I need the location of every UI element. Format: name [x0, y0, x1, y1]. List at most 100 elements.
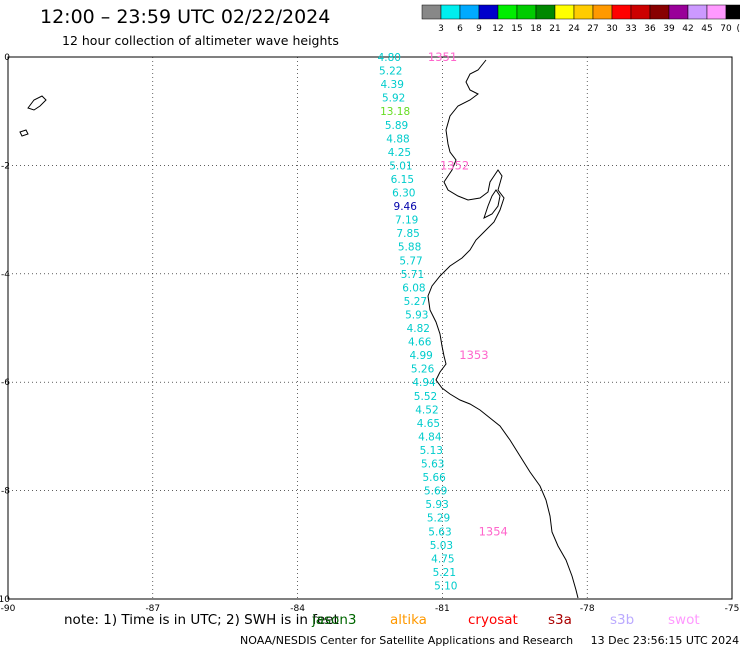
legend-label: 45	[701, 24, 712, 34]
swh-value: 5.13	[420, 445, 443, 457]
time-marker-label: 1351	[428, 50, 457, 64]
legend-label: 18	[530, 24, 542, 34]
swh-value: 4.88	[386, 133, 409, 145]
legend-swatch	[592, 4, 613, 20]
x-tick-label: -90	[1, 604, 16, 614]
coastline-mainland	[427, 59, 579, 599]
swh-value: 6.15	[391, 174, 414, 186]
satellite-cryosat: cryosat	[468, 612, 518, 628]
legend-swatch	[421, 4, 442, 20]
legend-swatch	[668, 4, 689, 20]
y-tick-label: 0	[4, 53, 10, 63]
x-axis-ticks: -90 -87 -84 -81 -78 -75	[1, 604, 740, 614]
legend-label: 21	[549, 24, 560, 34]
satellite-s3b: s3b	[610, 612, 635, 628]
x-tick-label: -81	[435, 604, 450, 614]
swh-value: 4.39	[381, 79, 404, 91]
swh-value: 4.82	[407, 323, 430, 335]
time-marker-label: 1353	[459, 348, 488, 362]
swh-value: 5.89	[385, 120, 408, 132]
swh-value: 4.75	[431, 553, 454, 565]
legend-swatch	[649, 4, 670, 20]
swh-value: 5.69	[424, 486, 447, 498]
swh-value: 5.21	[433, 567, 456, 579]
footer-spacer	[577, 634, 588, 647]
swh-value: 5.77	[399, 255, 422, 267]
x-tick-label: -84	[290, 604, 305, 614]
swh-value: 9.46	[394, 201, 418, 213]
legend-swatch	[478, 4, 499, 20]
time-marker-label: 1352	[440, 158, 469, 172]
coastline-galapagos-isabela	[27, 95, 47, 111]
coastline	[19, 59, 579, 599]
swh-value: 4.65	[417, 418, 440, 430]
swh-value: 5.92	[382, 93, 405, 105]
swh-value: 5.27	[404, 296, 427, 308]
legend-swatch	[516, 4, 537, 20]
legend-label: 3	[438, 24, 444, 34]
swh-value: 4.94	[412, 377, 436, 389]
swh-value: 4.66	[408, 337, 432, 349]
swh-value: 6.30	[392, 188, 415, 200]
legend-label: 9	[476, 24, 482, 34]
y-tick-label: -6	[1, 378, 10, 388]
legend-label: 39	[663, 24, 675, 34]
swh-value: 13.18	[380, 106, 410, 118]
swh-value: 4.84	[418, 431, 442, 443]
coastline-galapagos-small	[19, 129, 29, 137]
swh-value: 5.88	[398, 242, 421, 254]
swh-value: 5.63	[421, 459, 444, 471]
swh-value: 5.52	[414, 391, 437, 403]
swh-value: 7.19	[395, 215, 418, 227]
satellite-s3a: s3a	[548, 612, 572, 628]
legend-swatch	[554, 4, 575, 20]
x-tick-label: -78	[580, 604, 595, 614]
satellite-altika: altika	[390, 612, 427, 628]
legend-label: 36	[644, 24, 656, 34]
swh-value: 6.08	[402, 282, 425, 294]
swh-value: 4.25	[388, 147, 411, 159]
legend-swatch	[459, 4, 480, 20]
y-tick-label: -8	[1, 487, 10, 497]
legend-swatch	[611, 4, 632, 20]
y-tick-label: -10	[0, 595, 10, 605]
swh-value: 5.93	[405, 309, 428, 321]
swh-value: 5.29	[427, 513, 450, 525]
y-tick-label: -4	[1, 270, 10, 280]
swh-value: 5.26	[411, 364, 435, 376]
legend-swatch	[573, 4, 594, 20]
legend-swatch	[440, 4, 461, 20]
plot-frame	[7, 56, 733, 600]
footer-credit: NOAA/NESDIS Center for Satellite Applica…	[240, 634, 739, 647]
swh-value: 5.93	[425, 499, 448, 511]
map-subtitle: 12 hour collection of altimeter wave hei…	[62, 33, 339, 48]
swh-value: 5.03	[430, 540, 453, 552]
swh-value: 5.01	[389, 160, 412, 172]
legend-label: 12	[492, 24, 503, 34]
legend-swatch	[687, 4, 708, 20]
legend-label: 24	[568, 24, 580, 34]
legend-swatch	[497, 4, 518, 20]
swh-value: 4.80	[378, 52, 401, 64]
legend-swatch	[535, 4, 556, 20]
time-markers: 1351 1352 1353 1354	[428, 50, 508, 538]
legend-label: 42	[682, 24, 693, 34]
swh-value: 5.71	[401, 269, 424, 281]
x-tick-label: -87	[145, 604, 160, 614]
footer-agency: NOAA/NESDIS Center for Satellite Applica…	[240, 634, 574, 647]
swh-value: 4.99	[409, 350, 432, 362]
footer-timestamp: 13 Dec 23:56:15 UTC 2024	[590, 634, 740, 647]
legend-label: 30	[606, 24, 618, 34]
legend-swatch	[706, 4, 727, 20]
coastline-gulf-island	[483, 189, 501, 219]
legend-label: 6	[457, 24, 463, 34]
y-axis-ticks: 0 -2 -4 -6 -8 -10	[0, 53, 10, 605]
legend-swatch	[630, 4, 651, 20]
x-tick-label: -75	[725, 604, 740, 614]
swh-value: 7.85	[396, 228, 419, 240]
legend-label: 33	[625, 24, 636, 34]
satellite-jason3: jason3	[312, 612, 357, 628]
